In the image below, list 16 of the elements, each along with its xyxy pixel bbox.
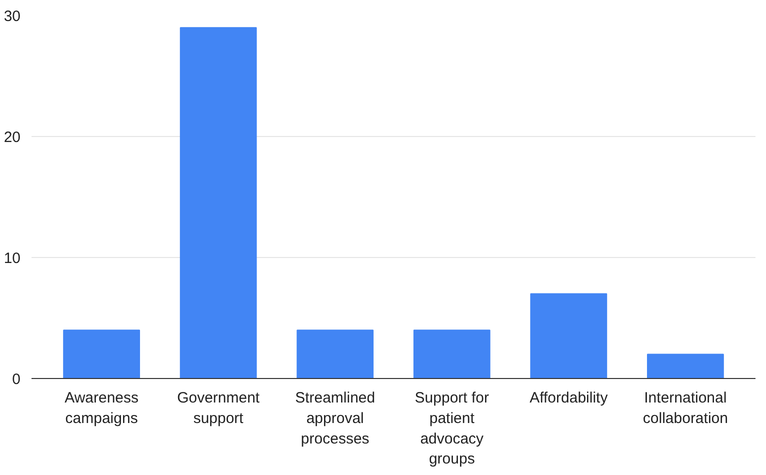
y-tick-label: 20 [4, 129, 21, 146]
bar [296, 330, 374, 378]
bar [63, 330, 140, 378]
x-tick-label: Support for patient advocacy groups [414, 390, 489, 468]
bar [180, 27, 257, 378]
bar [530, 293, 608, 378]
y-tick-label: 10 [4, 250, 21, 267]
y-tick-label: 0 [12, 371, 20, 388]
x-tick-label: International collaboration [642, 390, 728, 427]
bar [646, 354, 724, 378]
x-tick-label: Streamlined approval processes [295, 390, 376, 448]
x-tick-label: Government support [177, 390, 260, 427]
y-tick-label: 30 [4, 8, 21, 25]
x-tick-label: Affordability [530, 390, 608, 406]
bar [413, 330, 490, 378]
x-tick-label: Awareness campaigns [64, 390, 139, 427]
